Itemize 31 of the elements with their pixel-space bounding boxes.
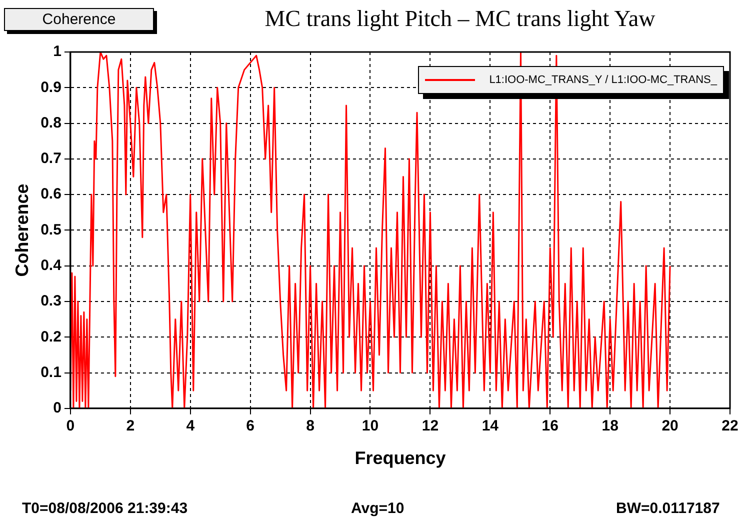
x-tick-label: 10 <box>362 418 379 435</box>
x-tick-label: 14 <box>482 418 500 435</box>
text: Coherence <box>4 8 154 31</box>
y-tick-label: 0.7 <box>40 150 62 168</box>
legend-label: L1:IOO-MC_TRANS_Y / L1:IOO-MC_TRANS_ <box>489 74 717 86</box>
x-tick-label: 18 <box>602 418 618 435</box>
text: Avg=10 <box>351 500 404 517</box>
y-axis-title: Coherence <box>12 184 32 277</box>
chart-title: MC trans light Pitch – MC trans light Yaw <box>264 6 656 32</box>
x-tick-label: 4 <box>186 418 196 435</box>
text: T0=08/08/2006 21:39:43 <box>22 500 188 517</box>
x-tick-label: 22 <box>722 418 738 435</box>
y-tick-label: 0.2 <box>40 328 62 346</box>
x-tick-label: 0 <box>66 418 75 435</box>
y-tick-label: 0 <box>53 400 62 417</box>
y-tick-label: 1 <box>53 43 62 60</box>
y-tick-label: 0.1 <box>40 364 62 381</box>
x-tick-label: 12 <box>422 418 439 435</box>
y-tick-label: 0.3 <box>40 292 62 310</box>
y-tick-label: 0.8 <box>40 114 62 132</box>
x-tick-label: 8 <box>306 418 314 435</box>
x-tick-label: 20 <box>662 418 678 435</box>
x-tick-label: 16 <box>542 418 558 435</box>
x-tick-label: 6 <box>246 418 254 435</box>
y-tick-label: 0.4 <box>40 256 62 274</box>
y-tick-label: 0.5 <box>40 221 62 238</box>
y-tick-label: 0.6 <box>40 186 62 203</box>
y-tick-label: 0.9 <box>40 78 62 96</box>
text: BW=0.0117187 <box>616 500 720 517</box>
x-axis-title: Frequency <box>354 448 446 468</box>
x-tick-label: 2 <box>126 418 135 435</box>
